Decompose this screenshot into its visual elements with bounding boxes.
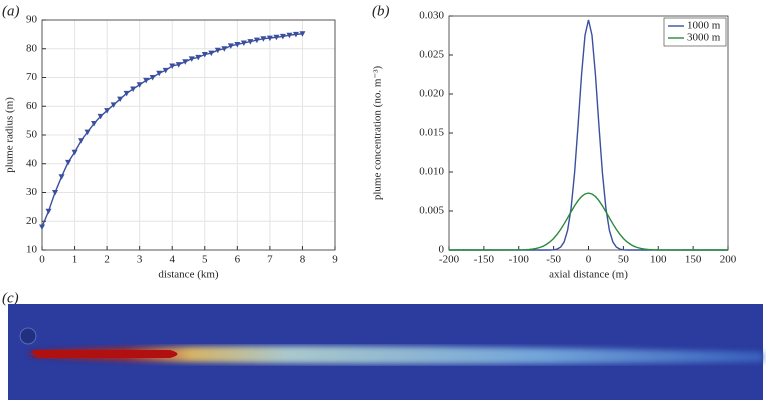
marker xyxy=(65,159,72,166)
marker xyxy=(130,86,137,92)
x-tick-label: 50 xyxy=(618,254,630,266)
marker xyxy=(234,41,241,48)
marker xyxy=(188,56,195,62)
marker xyxy=(208,50,215,57)
marker xyxy=(175,62,182,68)
y-tick-label: 0.020 xyxy=(419,88,444,100)
x-tick-label: 6 xyxy=(235,254,241,266)
x-tick-label: 7 xyxy=(267,254,273,266)
panel-label: (c) xyxy=(2,290,19,306)
y-tick-label: 90 xyxy=(26,14,38,26)
x-tick-label: 0 xyxy=(39,254,45,266)
legend-label: 1000 m xyxy=(687,20,721,32)
marker xyxy=(247,39,254,45)
x-tick-label: -200 xyxy=(439,254,460,266)
marker xyxy=(169,63,176,69)
x-tick-label: -100 xyxy=(509,254,530,266)
marker xyxy=(299,31,306,37)
legend-box xyxy=(663,17,727,47)
y-tick-label: 50 xyxy=(26,129,38,141)
x-tick-label: 100 xyxy=(650,254,667,266)
marker xyxy=(201,52,208,58)
marker xyxy=(253,37,260,44)
marker xyxy=(149,75,156,81)
marker xyxy=(52,190,59,196)
marker xyxy=(39,224,45,230)
y-tick-label: 60 xyxy=(26,100,38,112)
x-tick-label: 4 xyxy=(169,254,175,266)
marker xyxy=(227,43,234,49)
marker xyxy=(273,34,280,41)
y-tick-label: 40 xyxy=(26,157,38,169)
x-tick-label: 2 xyxy=(104,254,110,266)
marker xyxy=(78,138,85,144)
marker xyxy=(143,77,150,84)
marker xyxy=(123,90,130,97)
x-tick-label: 150 xyxy=(685,254,702,266)
marker xyxy=(292,31,299,38)
marker xyxy=(279,33,286,40)
marker xyxy=(71,149,78,156)
y-tick-label: 70 xyxy=(26,71,38,83)
marker xyxy=(97,113,104,120)
marker xyxy=(221,46,228,52)
x-tick-label: 1 xyxy=(72,254,78,266)
marker xyxy=(104,108,111,114)
marker xyxy=(195,54,202,61)
marker xyxy=(110,102,117,108)
x-tick-label: 8 xyxy=(300,254,306,266)
y-tick-label: 20 xyxy=(26,215,38,227)
y-tick-label: 80 xyxy=(26,42,38,54)
marker xyxy=(162,67,169,74)
simulation-image xyxy=(8,304,763,400)
series-line xyxy=(449,192,728,251)
marker xyxy=(214,47,221,54)
marker xyxy=(266,35,273,42)
marker xyxy=(240,40,247,46)
marker xyxy=(84,129,91,136)
y-tick-label: 30 xyxy=(26,186,38,198)
x-axis-label: axial distance (m) xyxy=(549,269,628,281)
marker xyxy=(182,59,189,65)
x-tick-label: -50 xyxy=(546,254,561,266)
x-axis-label: distance (km) xyxy=(158,269,219,281)
marker xyxy=(156,70,163,77)
panel-label: (b) xyxy=(372,3,390,19)
marker xyxy=(58,174,65,180)
plot-frame xyxy=(41,19,336,251)
marker xyxy=(117,96,124,103)
x-tick-label: 9 xyxy=(332,254,338,266)
legend-label: 3000 m xyxy=(687,32,721,44)
y-tick-label: 0.005 xyxy=(419,205,444,217)
y-axis-label: plume radius (m) xyxy=(4,97,16,173)
x-tick-label: 5 xyxy=(202,254,208,266)
x-tick-label: 0 xyxy=(586,254,592,266)
marker xyxy=(45,208,52,215)
y-tick-label: 0.030 xyxy=(419,10,444,22)
y-tick-label: 10 xyxy=(26,244,38,256)
marker xyxy=(286,32,293,39)
y-tick-label: 0.010 xyxy=(419,166,444,178)
y-tick-label: 0.025 xyxy=(419,49,444,61)
y-axis-label: plume concentration (no. m⁻³) xyxy=(372,65,384,200)
marker xyxy=(260,36,267,42)
marker xyxy=(136,82,143,88)
y-tick-label: 0 xyxy=(439,244,445,256)
marker xyxy=(91,121,98,127)
panel-label: (a) xyxy=(2,3,20,19)
y-tick-label: 0.015 xyxy=(419,127,444,139)
x-tick-label: 200 xyxy=(720,254,737,266)
x-tick-label: 3 xyxy=(137,254,143,266)
series-line xyxy=(449,19,728,251)
plot-frame xyxy=(448,15,729,251)
x-tick-label: -150 xyxy=(474,254,495,266)
